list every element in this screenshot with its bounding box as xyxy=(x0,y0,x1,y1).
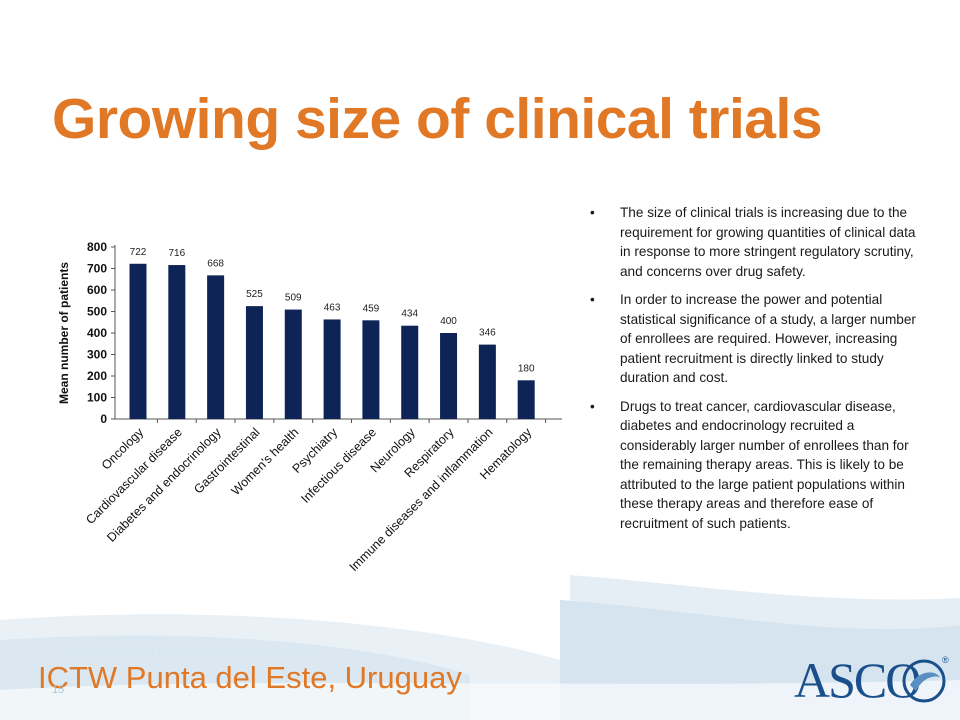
y-axis-title: Mean number of patients xyxy=(57,262,71,404)
x-category-label: Women's health xyxy=(229,425,302,498)
bar-data-label: 722 xyxy=(130,247,147,258)
bullet-marker: • xyxy=(590,398,595,414)
bullet-list: • The size of clinical trials is increas… xyxy=(590,203,920,542)
y-tick-label: 400 xyxy=(87,326,107,340)
bar-data-label: 180 xyxy=(518,363,535,374)
bar-data-label: 346 xyxy=(479,328,496,339)
chart-svg: 0 100 200 300 400 500 600 700 800 Mean number of … xyxy=(57,240,562,574)
x-category-label: Immune diseases and inflammation xyxy=(347,425,496,574)
bar-data-label: 400 xyxy=(440,316,457,327)
logo-text: ASCO xyxy=(794,652,920,708)
bar-data-label: 509 xyxy=(285,293,302,304)
bar xyxy=(440,333,458,419)
bar xyxy=(401,325,419,419)
bar xyxy=(284,309,302,419)
bar xyxy=(168,265,186,419)
y-tick-label: 100 xyxy=(87,391,107,405)
y-tick-label: 300 xyxy=(87,348,107,362)
page-number: 15 xyxy=(52,684,65,696)
bullet-item: • The size of clinical trials is increas… xyxy=(590,203,920,281)
registered-mark: ® xyxy=(942,655,949,665)
bar xyxy=(362,320,380,419)
footer-title: ICTW Punta del Este, Uruguay xyxy=(38,660,462,695)
y-tick-label: 700 xyxy=(87,262,107,276)
bar-data-label: 459 xyxy=(363,303,380,314)
bullet-text: The size of clinical trials is increasin… xyxy=(620,205,916,279)
y-tick-label: 0 xyxy=(100,412,107,426)
bar-chart: 0 100 200 300 400 500 600 700 800 Mean number of … xyxy=(50,230,570,610)
bar xyxy=(517,380,535,419)
bar xyxy=(129,263,147,419)
bar xyxy=(478,344,496,419)
bar xyxy=(207,275,225,419)
bar-data-label: 525 xyxy=(246,289,263,300)
slide-title: Growing size of clinical trials xyxy=(52,87,823,151)
y-tick-label: 600 xyxy=(87,283,107,297)
bullet-marker: • xyxy=(590,205,595,220)
bar-data-label: 716 xyxy=(168,248,185,259)
bullet-text: In order to increase the power and poten… xyxy=(620,292,916,385)
y-tick-label: 200 xyxy=(87,369,107,383)
bullet-item: • Drugs to treat cancer, cardiovascular … xyxy=(590,397,920,534)
bar-data-label: 668 xyxy=(207,258,224,269)
source-note: Source: Datamonitor adapted from Thomson… xyxy=(54,647,314,659)
bar xyxy=(245,306,263,419)
y-tick-label: 500 xyxy=(87,305,107,319)
bar-data-label: 434 xyxy=(401,309,418,320)
bar xyxy=(323,319,341,419)
bullet-marker: • xyxy=(590,292,595,307)
bullet-text: Drugs to treat cancer, cardiovascular di… xyxy=(620,398,909,531)
asco-logo: ASCO ® xyxy=(794,652,949,708)
bullet-item: • In order to increase the power and pot… xyxy=(590,290,920,388)
y-tick-label: 800 xyxy=(87,240,107,254)
bar-data-label: 463 xyxy=(324,302,341,313)
